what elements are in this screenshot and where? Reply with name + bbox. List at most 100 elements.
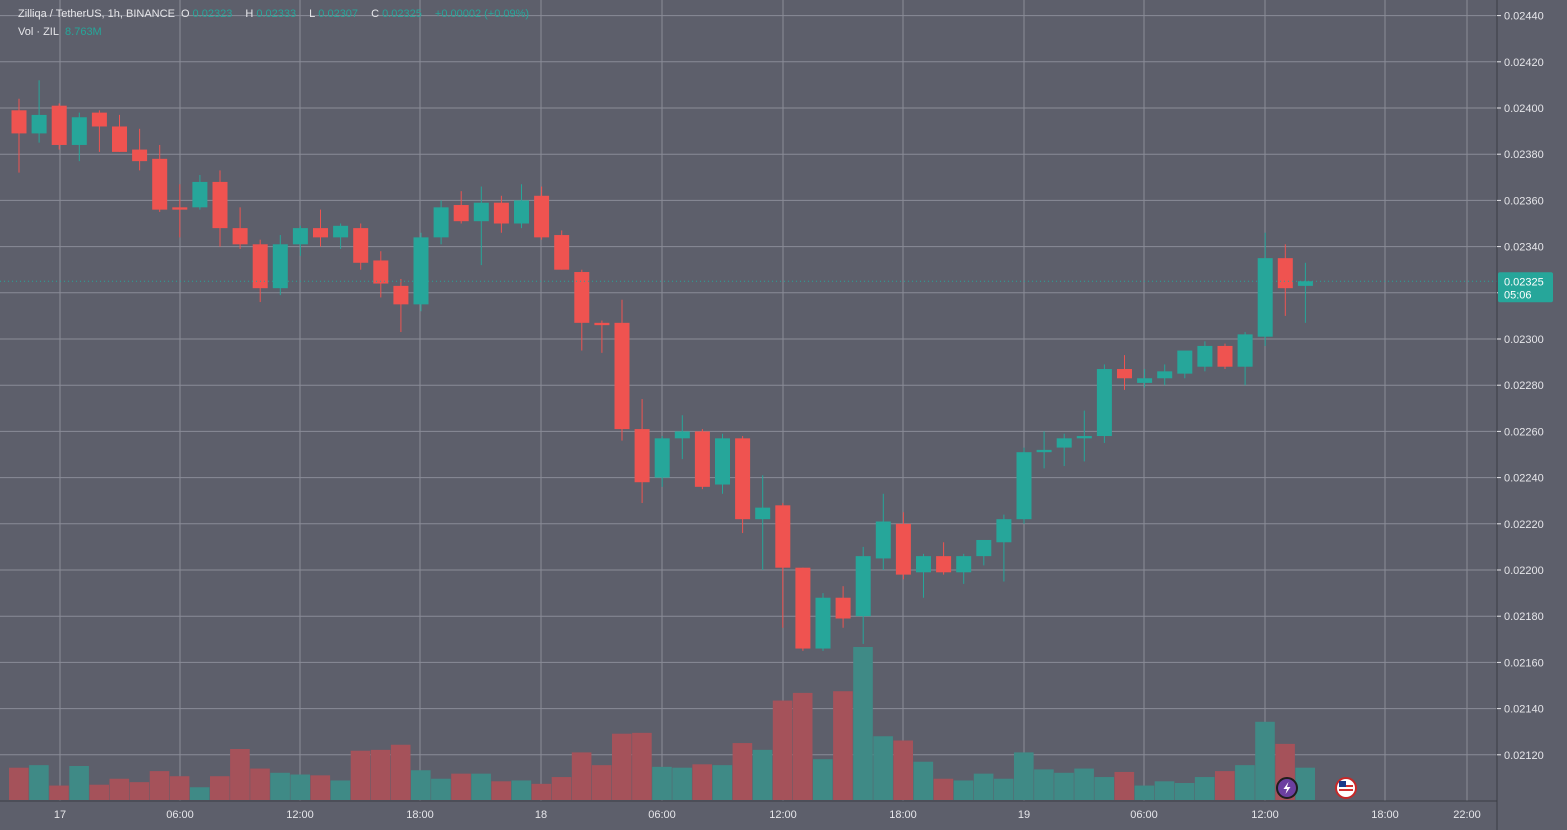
volume-bar: [1034, 769, 1054, 800]
price-tick-label: 0.02380: [1504, 149, 1544, 161]
volume-bar: [230, 749, 250, 800]
volume-bar: [833, 691, 853, 800]
volume-bar: [1255, 721, 1275, 800]
price-tick-label: 0.02260: [1504, 426, 1544, 438]
last-price-value: 0.02325: [1504, 276, 1544, 288]
volume-bar: [712, 765, 733, 800]
candle-body: [252, 244, 268, 289]
open-value: 0.02323: [192, 8, 233, 20]
volume-bar: [772, 700, 793, 800]
volume-bar: [1295, 767, 1315, 800]
candle-body: [1016, 452, 1032, 520]
us-flag-icon[interactable]: [1335, 777, 1357, 799]
candle-body: [292, 228, 308, 245]
candle-body: [654, 438, 670, 478]
volume-bar: [893, 740, 913, 800]
volume-bar: [732, 743, 753, 800]
close-label: C: [371, 8, 380, 20]
candle-body: [956, 556, 972, 573]
volume-bar: [1174, 783, 1195, 800]
candle-body: [413, 237, 429, 305]
price-tick-label: 0.02280: [1504, 380, 1544, 392]
candle-body: [574, 272, 590, 323]
candle-body: [71, 117, 87, 145]
volume-bar: [290, 774, 310, 800]
candle-body: [1076, 436, 1092, 439]
volume-bar: [310, 775, 331, 800]
change-value: +0.00002 (+0.09%): [434, 8, 530, 20]
candle-body: [91, 112, 107, 127]
volume-bar: [89, 784, 109, 800]
volume-bar: [1235, 765, 1255, 800]
last-price-tag-bg: [1498, 272, 1553, 303]
candle-body: [694, 431, 710, 487]
volume-bar: [993, 778, 1014, 800]
time-tick-label: 12:00: [286, 809, 314, 821]
candle-body: [835, 597, 851, 619]
candle-body: [493, 202, 509, 224]
high-value: 0.02333: [256, 8, 297, 20]
high-label: H: [245, 8, 254, 20]
last-price-tag: 0.02325 05:06: [1498, 272, 1553, 303]
price-tick-label: 0.02420: [1504, 57, 1544, 69]
time-tick-label: 17: [54, 809, 66, 821]
volume-bar: [1154, 781, 1175, 800]
candle-body: [1056, 438, 1072, 448]
grid: [0, 0, 1497, 801]
symbol-legend: Zilliqa / TetherUS, 1h, BINANCE O 0.02323…: [18, 8, 539, 20]
candle-body: [795, 567, 811, 649]
candle-body: [373, 260, 389, 284]
volume-bar: [692, 764, 712, 800]
low-value: 0.02307: [318, 8, 359, 20]
volume-bar: [853, 647, 873, 800]
volume-value: 8.763M: [65, 26, 102, 38]
volume-bar: [491, 781, 511, 800]
candle-body: [11, 110, 27, 134]
volume-bar: [9, 767, 29, 800]
volume-bar: [350, 750, 371, 800]
candle-body: [855, 556, 871, 617]
volume-bar: [29, 765, 49, 800]
candles: [11, 80, 1313, 651]
candle-body: [152, 158, 168, 210]
candle-body: [895, 523, 911, 575]
volume-bar: [813, 759, 833, 800]
volume-bar: [873, 736, 893, 800]
volume-bar: [672, 767, 692, 800]
candle-body: [1297, 281, 1313, 286]
candle-body: [453, 205, 469, 222]
symbol-name[interactable]: Zilliqa / TetherUS, 1h, BINANCE: [18, 8, 175, 20]
volume-bar: [390, 744, 411, 800]
volume-bar: [913, 761, 934, 800]
volume-bar: [210, 776, 230, 800]
candle-body: [31, 114, 47, 134]
price-tick-label: 0.02140: [1504, 704, 1544, 716]
candle-body: [996, 519, 1012, 543]
volume-bar: [250, 768, 270, 800]
volume-bar: [471, 773, 491, 800]
price-tick-label: 0.02200: [1504, 565, 1544, 577]
candle-body: [775, 505, 791, 568]
time-tick-label: 06:00: [166, 809, 194, 821]
volume-bars: [9, 647, 1315, 800]
volume-bar: [752, 749, 773, 800]
volume-bar: [1094, 777, 1114, 800]
candle-body: [514, 200, 529, 224]
candle-body: [1237, 334, 1253, 367]
price-tick-label: 0.02160: [1504, 657, 1544, 669]
candle-body: [715, 438, 730, 485]
volume-bar: [149, 771, 170, 800]
time-tick-label: 18:00: [889, 809, 917, 821]
time-tick-label: 06:00: [648, 809, 676, 821]
candle-body: [936, 556, 952, 573]
candle-body: [554, 235, 570, 270]
lightning-icon[interactable]: [1276, 777, 1298, 799]
volume-bar: [411, 770, 431, 800]
volume-bar: [1054, 772, 1074, 800]
candle-body: [272, 244, 288, 289]
volume-label[interactable]: Vol · ZIL: [18, 26, 59, 38]
candle-body: [333, 225, 349, 238]
price-tick-label: 0.02300: [1504, 334, 1544, 346]
